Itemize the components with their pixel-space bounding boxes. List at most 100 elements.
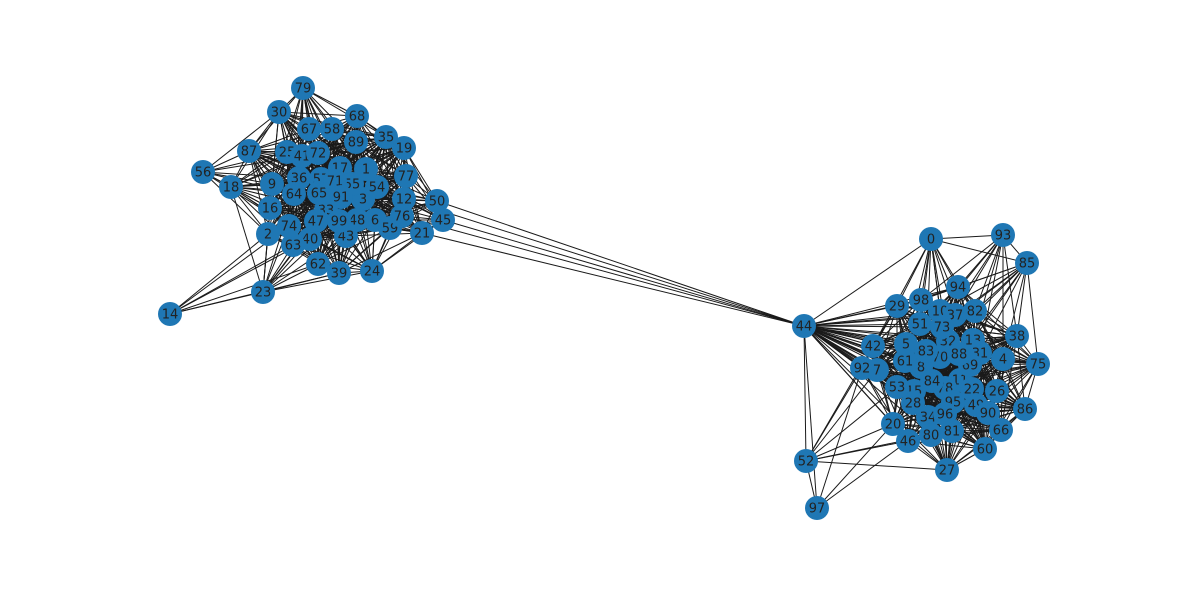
graph-edge	[939, 262, 1028, 312]
node-circle	[896, 429, 920, 453]
node-label: 62	[310, 258, 327, 273]
graph-edge	[803, 286, 959, 327]
graph-node: 79	[291, 76, 315, 100]
node-label: 2	[264, 228, 272, 243]
graph-edge	[338, 232, 423, 274]
node-label: 38	[1009, 330, 1026, 345]
node-circle	[991, 223, 1015, 247]
node-label: 26	[989, 385, 1006, 400]
node-label: 77	[398, 170, 415, 185]
node-circle	[281, 233, 305, 257]
node-label: 46	[900, 435, 917, 450]
graph-edge	[907, 440, 986, 450]
node-label: 27	[939, 464, 956, 479]
node-label: 59	[382, 222, 399, 237]
graph-edge	[1016, 262, 1028, 337]
node-label: 84	[924, 375, 941, 390]
graph-edge	[401, 215, 805, 327]
graph-node: 24	[360, 259, 384, 283]
node-circle	[861, 334, 885, 358]
graph-node: 38	[1005, 324, 1029, 348]
node-label: 34	[920, 411, 937, 426]
graph-node: 77	[394, 164, 418, 188]
graph-node: 68	[345, 104, 369, 128]
node-circle	[919, 227, 943, 251]
node-circle	[327, 261, 351, 285]
node-circle	[794, 449, 818, 473]
node-circle	[410, 221, 434, 245]
graph-edge	[803, 305, 898, 327]
graph-edge	[803, 325, 807, 462]
graph-node: 62	[306, 252, 330, 276]
node-circle	[1026, 352, 1050, 376]
node-label: 64	[286, 188, 303, 203]
graph-node: 80	[919, 423, 943, 447]
node-label: 94	[950, 281, 967, 296]
graph-edge	[930, 234, 1004, 240]
graph-node: 51	[908, 312, 932, 336]
node-label: 29	[889, 300, 906, 315]
graph-node: 61	[893, 349, 917, 373]
graph-node: 60	[973, 437, 997, 461]
graph-edge	[803, 325, 949, 342]
graph-node: 76	[390, 204, 414, 228]
node-label: 63	[285, 239, 302, 254]
graph-edge	[803, 325, 948, 471]
node-circle	[360, 259, 384, 283]
node-circle	[947, 342, 971, 366]
graph-edge	[957, 286, 1018, 337]
graph-node: 46	[896, 429, 920, 453]
node-circle	[792, 314, 816, 338]
node-label: 68	[349, 110, 366, 125]
graph-edge	[805, 460, 948, 471]
graph-node: 45	[431, 208, 455, 232]
node-circle	[345, 104, 369, 128]
graph-edge	[1026, 262, 1039, 365]
node-circle	[935, 458, 959, 482]
node-circle	[365, 175, 389, 199]
graph-edge	[939, 234, 1004, 312]
node-label: 53	[889, 381, 906, 396]
graph-node: 66	[989, 418, 1013, 442]
graph-node: 94	[946, 275, 970, 299]
graph-node: 52	[794, 449, 818, 473]
node-circle	[991, 347, 1015, 371]
node-circle	[933, 402, 957, 426]
node-label: 87	[241, 145, 258, 160]
node-label: 48	[349, 214, 366, 229]
node-label: 97	[809, 502, 826, 517]
graph-node: 97	[805, 496, 829, 520]
node-label: 56	[195, 166, 212, 181]
node-circle	[963, 299, 987, 323]
graph-node: 86	[1013, 397, 1037, 421]
graph-edge	[979, 234, 1004, 354]
node-circle	[329, 185, 353, 209]
node-label: 52	[798, 455, 815, 470]
graph-edge	[803, 238, 932, 327]
node-circle	[304, 209, 328, 233]
graph-node: 48	[345, 208, 369, 232]
graph-node: 14	[158, 302, 182, 326]
graph-edge	[421, 232, 805, 327]
node-circle	[930, 315, 954, 339]
node-label: 14	[162, 308, 179, 323]
graph-node: 58	[320, 117, 344, 141]
node-circle	[282, 182, 306, 206]
graph-edge	[816, 423, 894, 509]
graph-node: 92	[850, 356, 874, 380]
node-circle	[893, 349, 917, 373]
graph-node: 64	[282, 182, 306, 206]
graph-node: 26	[985, 379, 1009, 403]
node-label: 8	[917, 361, 925, 376]
node-label: 51	[912, 318, 929, 333]
node-circle	[431, 208, 455, 232]
node-label: 9	[268, 178, 276, 193]
graph-edge	[302, 87, 387, 138]
node-circle	[885, 375, 909, 399]
graph-edge	[169, 244, 294, 315]
graph-edge	[436, 200, 805, 327]
node-label: 44	[796, 320, 813, 335]
graph-node: 21	[410, 221, 434, 245]
graph-edge	[805, 369, 878, 462]
graph-edge	[230, 186, 327, 211]
